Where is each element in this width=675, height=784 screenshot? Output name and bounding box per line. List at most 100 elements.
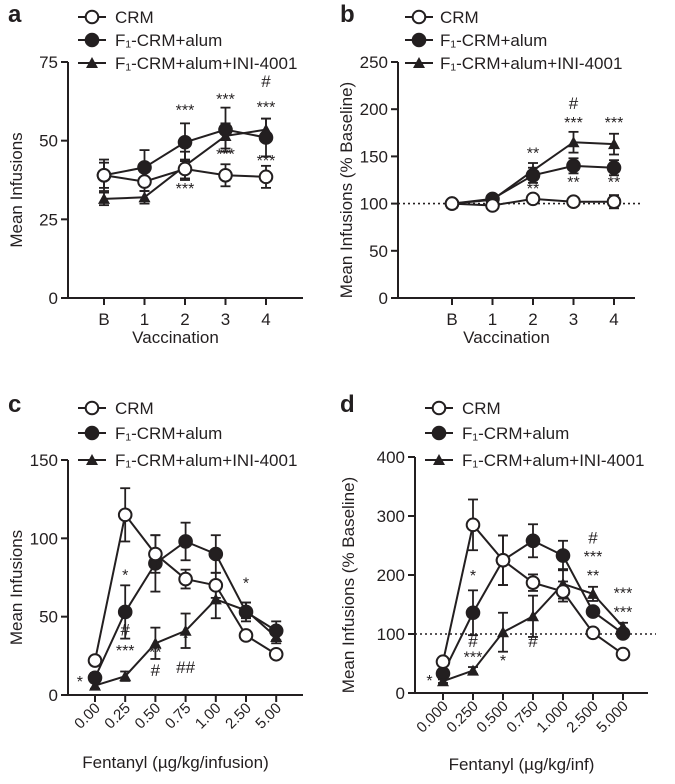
x-axis-label: Vaccination: [132, 328, 219, 347]
data-point: [268, 623, 284, 639]
significance-annotation: ***: [257, 153, 276, 170]
x-tick-label: 2.50: [222, 700, 255, 733]
data-point: [89, 679, 101, 691]
significance-annotation: **: [149, 644, 161, 661]
legend-marker: [413, 57, 425, 68]
significance-annotation: *: [77, 674, 83, 691]
data-point: [585, 625, 601, 641]
significance-annotation: *: [470, 568, 476, 585]
data-point: [467, 664, 479, 676]
legend-label: F₁-CRM+alum: [440, 31, 547, 50]
significance-annotation: ***: [176, 181, 195, 198]
significance-annotation: ***: [176, 102, 195, 119]
data-point: [117, 604, 133, 620]
data-point: [615, 646, 631, 662]
significance-annotation: *: [500, 653, 506, 670]
significance-annotation: ***: [257, 99, 276, 116]
panel-d: d 0 100 200 300 400 0.0000.2500.5000.7501.0002…: [339, 391, 656, 774]
y-tick-label: 50: [39, 608, 58, 627]
y-tick-label: 400: [377, 448, 405, 467]
x-tick-label: 0.75: [162, 700, 195, 733]
legend-label: F₁-CRM+alum+INI-4001: [115, 54, 297, 73]
significance-annotation: **: [608, 175, 620, 192]
significance-annotation: *: [122, 568, 128, 585]
significance-annotation: ***: [584, 549, 603, 566]
x-tick-label: 1.00: [192, 700, 225, 733]
significance-annotation: ***: [216, 91, 235, 108]
data-point: [555, 584, 571, 599]
series-0: [435, 498, 631, 670]
significance-annotation: #: [528, 632, 538, 651]
x-tick-label: 4: [261, 310, 270, 329]
panel-letter: a: [8, 1, 22, 28]
data-point: [525, 191, 541, 207]
data-point: [268, 646, 284, 662]
significance-annotation: *: [182, 630, 188, 647]
significance-annotation: ***: [605, 115, 624, 132]
legend-label: CRM: [462, 399, 501, 418]
x-tick-label: 0.250: [443, 698, 482, 737]
panel-a: a 0 25 50 75 B 1 2 3 4 Vaccination Mean Infusions **…: [7, 1, 303, 347]
data-point: [587, 587, 599, 599]
data-point: [98, 192, 110, 204]
significance-annotation: #: [468, 632, 478, 651]
significance-annotation: *: [243, 575, 249, 592]
data-point: [527, 610, 539, 622]
y-axis-label: Mean Infusions (% Baseline): [339, 477, 358, 693]
legend: CRM F₁-CRM+alum F₁-CRM+alum+INI-4001: [405, 8, 622, 73]
x-tick-label: 2: [528, 310, 537, 329]
panel-c: c 0 50 100 150 0.000.250.500.751.002.505.00 Fe…: [7, 391, 303, 772]
data-point: [615, 626, 631, 641]
panel-letter: d: [340, 391, 355, 418]
data-point: [485, 198, 500, 213]
data-point: [149, 637, 162, 649]
significance-annotation: ***: [116, 643, 135, 660]
data-point: [525, 167, 541, 183]
data-point: [566, 194, 581, 210]
significance-annotation: ##: [176, 658, 195, 677]
x-tick-label: 3: [221, 310, 230, 329]
legend-marker: [84, 400, 100, 416]
x-tick-label: 0.500: [473, 698, 512, 737]
x-axis-label: Fentanyl (µg/kg/infusion): [82, 753, 269, 772]
legend-marker: [84, 9, 100, 25]
x-tick-label: 1: [488, 310, 497, 329]
y-tick-label: 200: [360, 100, 388, 119]
data-point: [258, 130, 274, 145]
significance-annotation: **: [527, 181, 539, 198]
significance-annotation: **: [587, 568, 599, 585]
legend-label: CRM: [440, 8, 479, 27]
significance-annotation: ***: [564, 115, 583, 132]
y-tick-label: 150: [30, 451, 58, 470]
x-tick-label: 0.750: [503, 698, 542, 737]
x-tick-label: 0.50: [132, 700, 165, 733]
y-tick-label: 50: [369, 242, 388, 261]
panel-letter: b: [340, 1, 355, 28]
data-point: [465, 605, 481, 621]
series-0: [444, 191, 622, 213]
data-point: [258, 169, 274, 185]
x-tick-label: 3: [569, 310, 578, 329]
y-tick-label: 0: [49, 289, 58, 308]
x-tick-label: 5.000: [593, 698, 632, 737]
significance-annotation: #: [120, 620, 130, 639]
data-point: [138, 191, 151, 203]
significance-annotation: **: [527, 145, 539, 162]
data-point: [238, 604, 254, 620]
data-point: [495, 552, 511, 568]
significance-annotation: ***: [464, 649, 483, 666]
x-tick-label: 5.00: [252, 700, 285, 733]
data-point: [555, 548, 571, 563]
legend-marker: [431, 400, 447, 416]
panel-letter: c: [8, 391, 21, 418]
x-tick-label: 1.000: [533, 698, 572, 737]
data-point: [585, 604, 601, 619]
y-tick-label: 0: [379, 289, 388, 308]
data-point: [218, 122, 233, 137]
data-point: [435, 654, 451, 670]
x-tick-label: 2.500: [563, 698, 602, 737]
y-tick-label: 25: [39, 210, 58, 229]
legend-label: CRM: [115, 8, 154, 27]
data-point: [209, 593, 222, 605]
